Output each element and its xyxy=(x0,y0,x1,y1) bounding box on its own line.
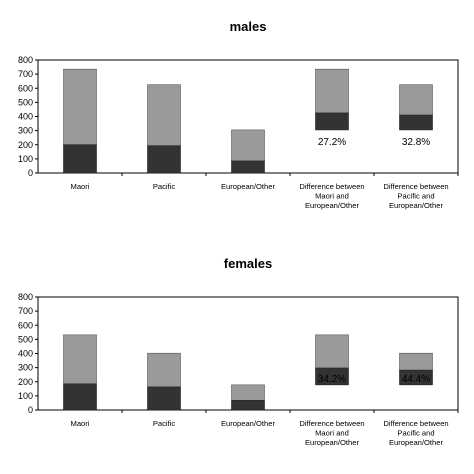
females-panel: females 0 100 200 300 400 500 600 700 800 Maori Pac… xyxy=(0,237,474,474)
category-label: Maori xyxy=(71,182,90,191)
bar-upper-segment xyxy=(231,129,265,162)
category-label: Difference between Pacific and European/Ot… xyxy=(383,419,448,447)
bar-upper-segment xyxy=(231,384,265,401)
bar-upper-segment xyxy=(147,352,181,388)
y-tick-label: 300 xyxy=(18,363,33,373)
bar-upper-segment xyxy=(315,68,349,114)
bar-lower-segment xyxy=(315,112,349,131)
bar-lower-segment xyxy=(315,367,349,386)
bar-upper-segment xyxy=(63,334,97,385)
bar-upper-segment xyxy=(399,352,433,371)
males-panel: males 0 100 200 300 400 500 600 700 800 Maori Pacif… xyxy=(18,19,459,210)
chart-title: females xyxy=(224,256,272,271)
y-tick-label: 600 xyxy=(18,320,33,330)
chart-title: males xyxy=(230,19,267,34)
y-tick-label: 200 xyxy=(18,140,33,150)
y-tick-label: 0 xyxy=(28,168,33,178)
category-label: Pacific xyxy=(153,182,176,191)
y-tick-label: 800 xyxy=(18,292,33,302)
bar-lower-segment xyxy=(231,400,265,411)
y-tick-label: 700 xyxy=(18,306,33,316)
y-tick-label: 300 xyxy=(18,126,33,136)
bar-lower-segment xyxy=(63,144,97,174)
y-tick-label: 600 xyxy=(18,83,33,93)
bar-upper-segment xyxy=(147,84,181,147)
females-chart: females 0 100 200 300 400 500 600 700 800 Maori Pac… xyxy=(18,256,459,447)
bar-lower-segment xyxy=(63,383,97,411)
bar-lower-segment xyxy=(399,369,433,386)
y-tick-label: 500 xyxy=(18,334,33,344)
bar-upper-segment xyxy=(315,334,349,369)
category-label: Difference between Maori and European/Othe… xyxy=(299,419,364,447)
bar-lower-segment xyxy=(147,386,181,411)
category-label: Difference between Pacific and European/Ot… xyxy=(383,182,448,210)
y-tick-label: 700 xyxy=(18,69,33,79)
percentage-annotation: 27.2% xyxy=(318,137,346,148)
y-tick-label: 200 xyxy=(18,377,33,387)
bar-lower-segment xyxy=(147,145,181,174)
bar-lower-segment xyxy=(231,160,265,174)
percentage-annotation: 32.8% xyxy=(402,137,430,148)
bar-lower-segment xyxy=(399,114,433,131)
category-label: European/Other xyxy=(221,182,276,191)
percentage-annotation: 34.2% xyxy=(318,374,346,385)
category-label: Pacific xyxy=(153,419,176,428)
bar-upper-segment xyxy=(63,68,97,146)
y-tick-label: 100 xyxy=(18,391,33,401)
category-label: Difference between Maori and European/Othe… xyxy=(299,182,364,210)
y-tick-label: 400 xyxy=(18,349,33,359)
y-tick-label: 800 xyxy=(18,55,33,65)
y-tick-label: 400 xyxy=(18,112,33,122)
category-label: European/Other xyxy=(221,419,276,428)
y-tick-label: 100 xyxy=(18,154,33,164)
y-tick-label: 0 xyxy=(28,405,33,415)
percentage-annotation: 44.4% xyxy=(402,374,430,385)
y-tick-label: 500 xyxy=(18,97,33,107)
bar-upper-segment xyxy=(399,84,433,116)
category-label: Maori xyxy=(71,419,90,428)
males-chart: males 0 100 200 300 400 500 600 700 800 Maori Pacif… xyxy=(18,19,459,210)
